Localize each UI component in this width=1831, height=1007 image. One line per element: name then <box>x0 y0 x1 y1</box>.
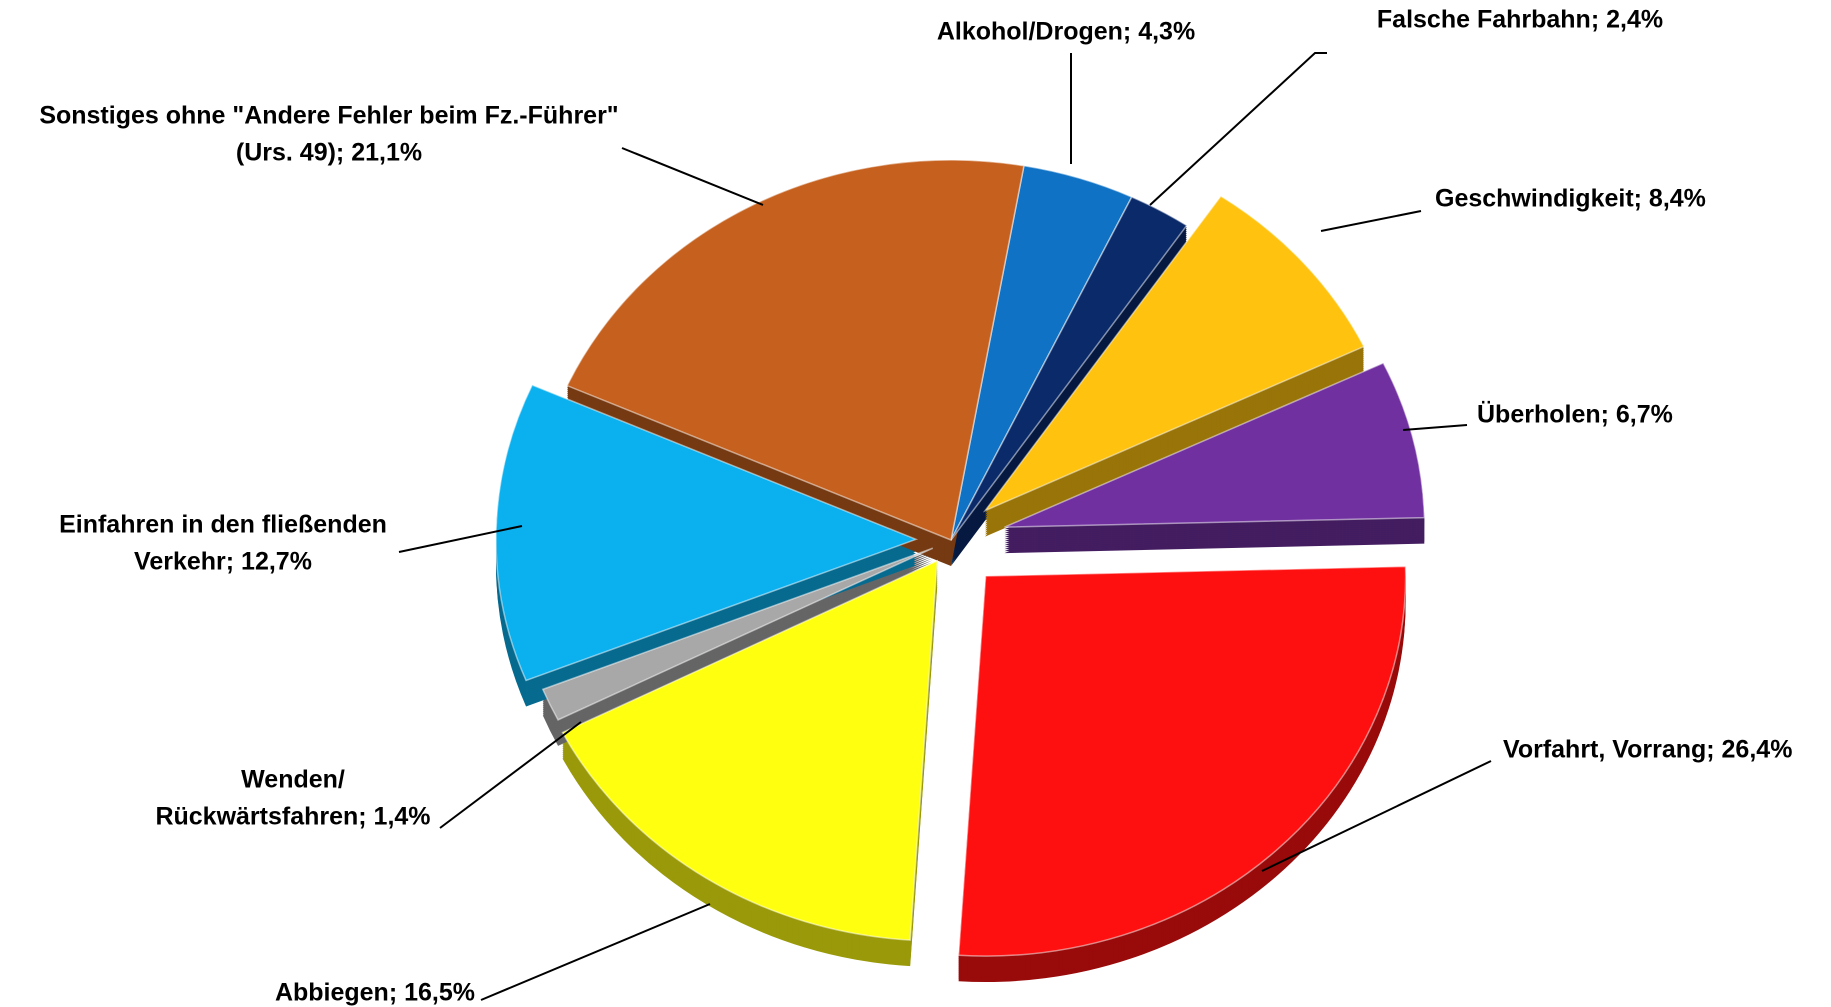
leader-line <box>1149 52 1327 206</box>
slice <box>950 196 1188 541</box>
data-label: (Urs. 49); 21,1% <box>236 139 422 167</box>
leader-line <box>1402 424 1468 431</box>
slice <box>957 565 1407 957</box>
slice <box>982 195 1365 513</box>
data-label: Falsche Fahrbahn; 2,4% <box>1377 6 1663 34</box>
slices <box>495 159 1426 957</box>
leader-line <box>439 721 582 829</box>
data-label: Geschwindigkeit; 8,4% <box>1435 185 1706 213</box>
data-label: Alkohol/Drogen; 4,3% <box>937 18 1195 46</box>
data-label: Vorfahrt, Vorrang; 26,4% <box>1503 736 1792 764</box>
data-label: Verkehr; 12,7% <box>134 548 312 576</box>
data-label: Rückwärtsfahren; 1,4% <box>155 803 430 831</box>
data-label: Abbiegen; 16,5% <box>275 979 475 1007</box>
slice <box>561 559 939 941</box>
leader-line <box>398 525 523 553</box>
leader-line <box>1261 760 1492 872</box>
leader-line <box>621 147 764 206</box>
leader-line <box>1320 210 1422 232</box>
data-label: Überholen; 6,7% <box>1477 400 1673 429</box>
data-label: Einfahren in den fließenden <box>59 511 387 539</box>
slice <box>541 547 934 721</box>
slice <box>566 159 1025 542</box>
data-label: Wenden/ <box>241 766 345 794</box>
data-label: Sonstiges ohne "Andere Fehler beim Fz.-F… <box>39 102 618 130</box>
leader-line <box>480 903 711 1001</box>
slice <box>1004 362 1426 528</box>
